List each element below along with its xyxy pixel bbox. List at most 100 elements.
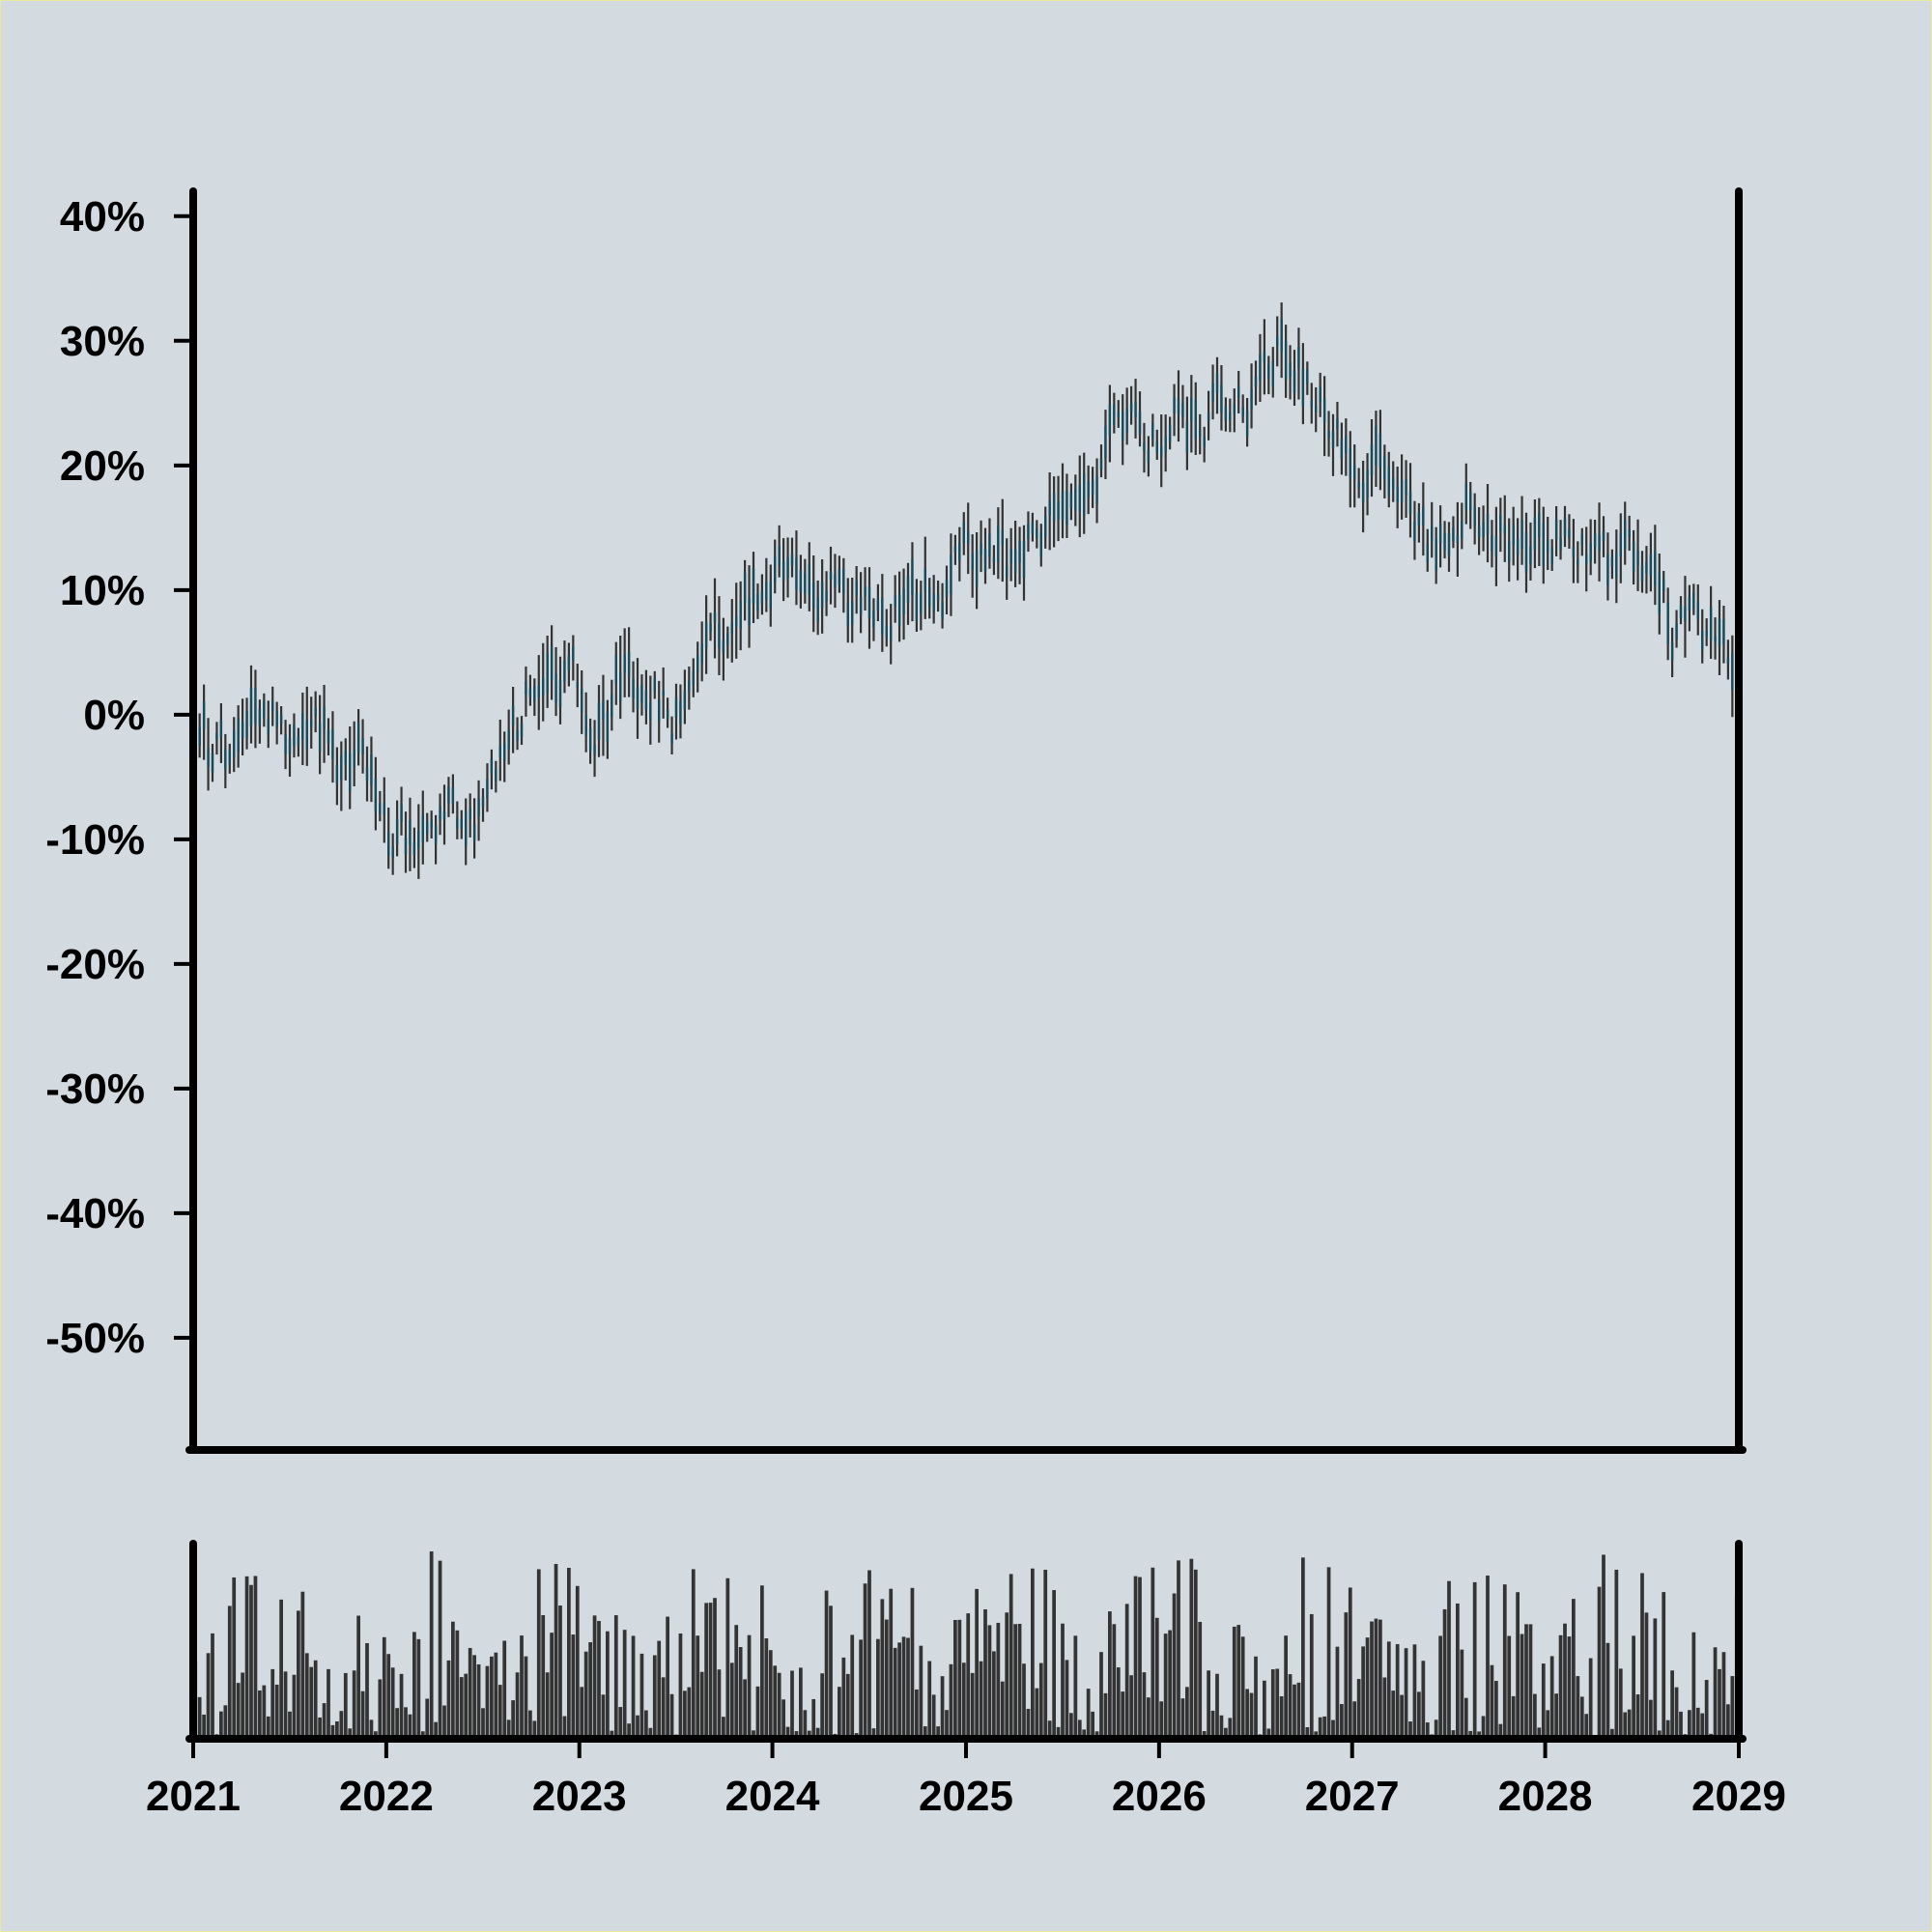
volume-bar: [352, 1670, 356, 1739]
volume-bar: [1240, 1636, 1245, 1739]
volume-bar: [1232, 1626, 1236, 1739]
x-tick-label: 2027: [1305, 1773, 1400, 1820]
volume-bar: [1031, 1568, 1035, 1739]
volume-bar: [1296, 1682, 1301, 1739]
volume-bar: [760, 1585, 764, 1739]
y-tick-label: 20%: [60, 442, 145, 490]
volume-bar: [1468, 1730, 1473, 1739]
y-axis-ticks: 40% 30% 20% 10% 0% -10% -20% -30% -40% -50%: [45, 193, 191, 1362]
volume-bar: [1013, 1624, 1017, 1739]
volume-bar: [262, 1685, 267, 1739]
volume-bar: [945, 1710, 949, 1739]
volume-bar: [996, 1622, 1001, 1739]
volume-bar: [1352, 1701, 1357, 1739]
volume-bar: [923, 1726, 927, 1739]
volume-bar: [1082, 1729, 1087, 1739]
volume-bar: [1649, 1699, 1653, 1739]
volume-bar: [300, 1591, 305, 1739]
volume-bar: [520, 1635, 524, 1739]
volume-bar: [497, 1685, 502, 1739]
volume-bar: [249, 1584, 253, 1739]
volume-bar: [1674, 1687, 1679, 1739]
volume-bar: [1695, 1707, 1700, 1739]
volume-bar: [1138, 1577, 1142, 1739]
volume-bar: [1614, 1569, 1619, 1739]
volume-bar: [197, 1696, 202, 1739]
volume-bar: [1077, 1719, 1082, 1739]
volume-bar: [1154, 1617, 1159, 1739]
volume-bar: [1486, 1576, 1490, 1739]
volume-bar: [666, 1616, 669, 1739]
volume-bar: [232, 1577, 237, 1739]
volume-bar: [335, 1721, 339, 1739]
volume-bar: [356, 1615, 360, 1739]
volume-bar: [532, 1720, 537, 1739]
x-tick-label: 2022: [339, 1773, 434, 1820]
volume-bar: [1537, 1727, 1542, 1739]
y-tick-label: 10%: [60, 567, 145, 614]
volume-bar: [867, 1570, 871, 1739]
volume-bar: [687, 1687, 692, 1739]
volume-bar: [241, 1672, 244, 1739]
volume-bar: [592, 1615, 597, 1739]
volume-bar: [648, 1727, 653, 1739]
price-axes: [185, 187, 1747, 1454]
volume-bar: [1726, 1704, 1730, 1739]
volume-bar: [845, 1673, 850, 1739]
volume-bar: [288, 1711, 292, 1739]
volume-bar: [1653, 1618, 1658, 1739]
volume-bar: [1572, 1599, 1576, 1739]
volume-bar: [871, 1728, 876, 1739]
volume-bar: [1498, 1723, 1503, 1739]
volume-bar: [1275, 1668, 1280, 1739]
volume-bar: [571, 1634, 576, 1739]
volume-bar: [1597, 1586, 1602, 1739]
volume-bar: [1103, 1692, 1108, 1739]
volume-bar: [481, 1708, 485, 1739]
volume-bar: [490, 1656, 494, 1739]
volume-bar: [1017, 1623, 1022, 1739]
volume-bar: [1400, 1694, 1404, 1739]
volume-bar: [1605, 1642, 1610, 1739]
volume-bar: [1412, 1644, 1417, 1739]
volume-bar: [502, 1640, 507, 1739]
volume-bar: [803, 1710, 808, 1739]
volume-bar: [1180, 1698, 1185, 1739]
volume-bar: [1528, 1624, 1533, 1739]
volume-bar: [1245, 1689, 1249, 1739]
volume-bar: [1618, 1668, 1623, 1739]
volume-bar: [953, 1619, 957, 1739]
volume-bar: [1224, 1727, 1228, 1739]
volume-bar: [211, 1633, 214, 1739]
volume-bar: [330, 1724, 335, 1739]
volume-bars: [193, 1551, 1739, 1739]
volume-bar: [755, 1686, 760, 1739]
volume-bar: [327, 1668, 330, 1739]
volume-bar: [987, 1625, 992, 1739]
volume-bar: [1318, 1717, 1322, 1739]
volume-bar: [365, 1642, 369, 1739]
volume-bar: [1700, 1713, 1705, 1739]
volume-bar: [1193, 1569, 1198, 1739]
volume-bar: [583, 1651, 588, 1739]
volume-bar: [889, 1588, 894, 1739]
volume-bar: [1091, 1711, 1094, 1739]
volume-bar: [1602, 1554, 1605, 1739]
volume-bar: [992, 1651, 996, 1739]
volume-bar: [1340, 1704, 1344, 1739]
volume-bar: [545, 1672, 550, 1739]
volume-bar: [550, 1633, 554, 1739]
volume-bar: [773, 1665, 778, 1739]
volume-bar: [622, 1630, 627, 1739]
volume-bar: [790, 1670, 794, 1739]
volume-bar: [722, 1717, 725, 1739]
volume-bar: [1408, 1721, 1412, 1739]
volume-bar: [1043, 1570, 1048, 1739]
volume-bar: [1168, 1630, 1172, 1739]
volume-bar: [704, 1603, 708, 1739]
volume-bar: [1365, 1637, 1370, 1739]
volume-bar: [219, 1711, 223, 1739]
volume-bar: [1623, 1712, 1628, 1739]
volume-bar: [1718, 1668, 1721, 1739]
volume-bar: [1129, 1675, 1133, 1739]
